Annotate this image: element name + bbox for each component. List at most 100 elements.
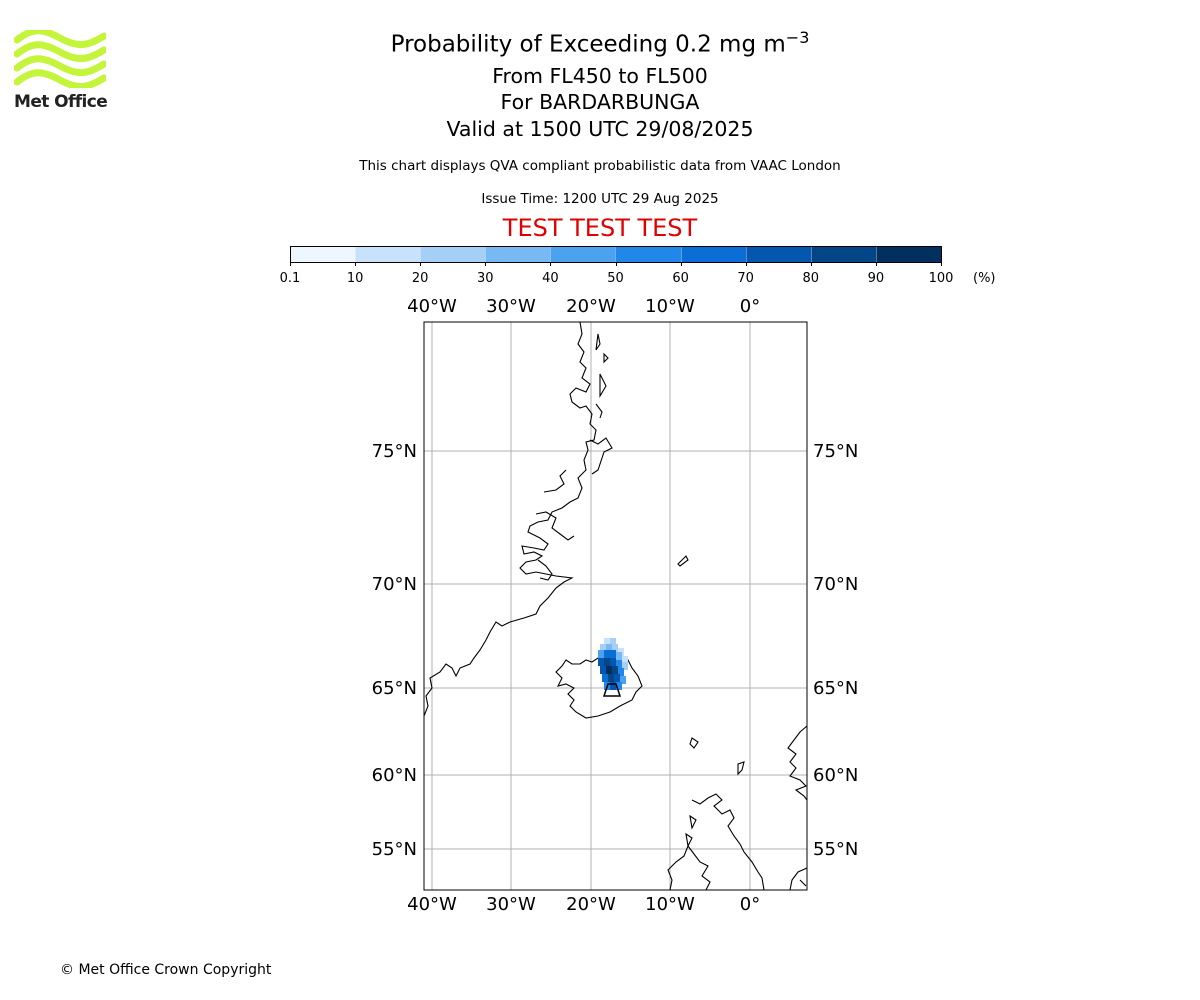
plume-cell: [610, 650, 616, 658]
valid-time: Valid at 1500 UTC 29/08/2025: [446, 117, 754, 141]
longitude-label: 0°: [740, 894, 760, 915]
plume-cell: [606, 644, 612, 652]
plume-cell: [606, 666, 612, 674]
longitude-labels-top: 40°W 30°W 20°W 10°W 0°: [407, 296, 760, 317]
latitude-label: 75°N: [813, 441, 858, 462]
plume-cell: [604, 650, 610, 658]
colorbar-tick-mark: [355, 262, 357, 266]
greenland-coastline: [423, 321, 597, 717]
copyright-notice: © Met Office Crown Copyright: [60, 962, 272, 978]
met-office-logo: Met Office: [13, 27, 108, 112]
coastlines: [423, 321, 808, 891]
plume-cell: [616, 682, 622, 690]
plume-cell: [612, 666, 618, 674]
flight-levels: From FL450 to FL500: [492, 64, 708, 88]
plume-cell: [600, 666, 606, 674]
plume-cell: [598, 658, 604, 666]
map-frame: [423, 321, 808, 891]
longitude-label: 10°W: [645, 296, 695, 317]
colorbar-segment: [875, 247, 941, 262]
latitude-label: 60°N: [813, 765, 858, 786]
volcano-name: For BARDARBUNGA: [500, 90, 700, 114]
plume-cell: [608, 674, 614, 682]
test-banner: TEST TEST TEST: [502, 214, 698, 242]
jan-mayen-coastline: [677, 555, 689, 567]
colorbar-tick-mark: [290, 262, 291, 266]
colorbar-units: (%): [973, 271, 996, 286]
map-figure: 40°W 30°W 20°W 10°W 0° 40°W 30°W 20°W 10°W 0° 75…: [372, 296, 859, 915]
greenland-fjord-2: [535, 511, 575, 541]
colorbar-tick-mark: [680, 262, 682, 266]
norway-coastline: [787, 725, 808, 801]
longitude-label: 30°W: [486, 894, 536, 915]
chart-title-superscript: −3: [785, 28, 810, 47]
colorbar-tick-label: 70: [737, 271, 754, 286]
colorbar-tick-label: 80: [802, 271, 820, 286]
latitude-label: 55°N: [372, 839, 417, 860]
greenland-islands: [595, 333, 609, 398]
denmark-coastline: [789, 867, 808, 891]
logo-text: Met Office: [14, 92, 108, 112]
plume-cell: [616, 652, 622, 660]
colorbar-segment: [291, 247, 356, 262]
longitude-label: 20°W: [566, 296, 616, 317]
latitude-label: 65°N: [372, 678, 417, 699]
latitude-labels-left: 75°N 70°N 65°N 60°N 55°N: [372, 441, 417, 860]
plume-cell: [610, 638, 616, 646]
colorbar-tick-mark: [745, 262, 747, 266]
colorbar-tick-mark: [941, 262, 942, 266]
colorbar-segment: [355, 247, 421, 262]
ash-plume: [598, 638, 628, 697]
longitude-label: 40°W: [407, 296, 457, 317]
colorbar-segment: [745, 247, 811, 262]
greenland-fjord-3: [543, 469, 567, 493]
latitude-label: 70°N: [372, 574, 417, 595]
colorbar-tick-mark: [810, 262, 812, 266]
colorbar-tick-label: 60: [672, 271, 689, 286]
longitude-label: 10°W: [645, 894, 695, 915]
colorbar-tick-mark: [615, 262, 617, 266]
colorbar-tick-mark: [875, 262, 877, 266]
issue-time: Issue Time: 1200 UTC 29 Aug 2025: [481, 191, 719, 207]
colorbar-tick-label: 0.1: [279, 271, 301, 286]
colorbar-tick-label: 20: [411, 271, 429, 286]
colorbar-segment: [420, 247, 486, 262]
uk-coastline: [667, 793, 765, 891]
colorbar-segment: [680, 247, 746, 262]
latitude-label: 55°N: [813, 839, 858, 860]
latitude-labels-right: 75°N 70°N 65°N 60°N 55°N: [813, 441, 858, 860]
colorbar-segment: [615, 247, 681, 262]
colorbar-tick-label: 10: [346, 271, 364, 286]
plume-cell: [610, 658, 616, 666]
colorbar-tick-mark: [420, 262, 422, 266]
chart-title-text: Probability of Exceeding 0.2 mg m: [390, 31, 786, 58]
greenland-fjord-5: [595, 403, 603, 419]
colorbar-tick-label: 50: [607, 271, 624, 286]
longitude-labels-bottom: 40°W 30°W 20°W 10°W 0°: [407, 894, 760, 915]
plume-cell: [622, 656, 628, 664]
latitude-label: 65°N: [813, 678, 858, 699]
plume-cell: [616, 660, 622, 668]
iceland-coastline: [555, 657, 643, 719]
graticule: [424, 322, 807, 890]
colorbar-segment: [485, 247, 551, 262]
chart-description: This chart displays QVA compliant probab…: [359, 158, 841, 174]
plume-cell: [602, 674, 608, 682]
colorbar-tick-label: 100: [928, 271, 954, 286]
plume-cell: [604, 638, 610, 646]
plume-cell: [600, 644, 606, 652]
colorbar-tick-label: 40: [542, 271, 559, 286]
plume-cell: [622, 662, 628, 670]
colorbar-segment: [550, 247, 616, 262]
plume-cell: [612, 644, 618, 652]
longitude-label: 30°W: [486, 296, 536, 317]
plume-cell: [618, 668, 624, 676]
chart-title: Probability of Exceeding 0.2 mg m−3: [0, 28, 1200, 58]
colorbar-tick-label: 90: [867, 271, 885, 286]
plume-cell: [620, 676, 626, 684]
longitude-label: 40°W: [407, 894, 457, 915]
latitude-label: 60°N: [372, 765, 417, 786]
latitude-label: 75°N: [372, 441, 417, 462]
plume-cell: [604, 658, 610, 666]
longitude-label: 0°: [740, 296, 760, 317]
